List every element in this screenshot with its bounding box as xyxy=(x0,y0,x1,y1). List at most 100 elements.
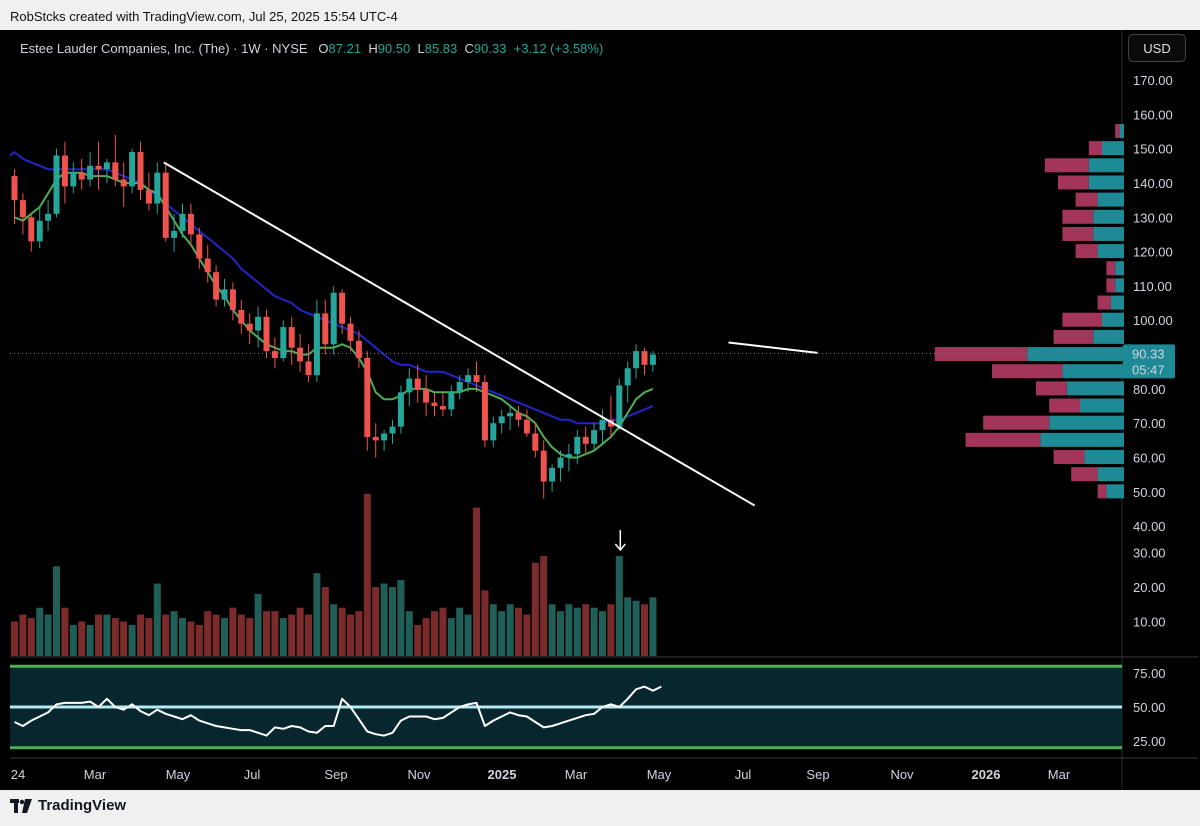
volume-bar xyxy=(204,611,212,656)
price-tick-label: 150.00 xyxy=(1133,142,1173,157)
volume-profile-up-bar xyxy=(1097,192,1124,207)
price-tick-label: 140.00 xyxy=(1133,176,1173,191)
volume-profile-up-bar xyxy=(1093,209,1124,224)
volume-profile-down-bar xyxy=(1071,467,1098,482)
volume-bar xyxy=(279,618,287,656)
candle-body xyxy=(624,368,631,386)
currency-button[interactable]: USD xyxy=(1128,34,1186,62)
volume-bar xyxy=(120,621,128,656)
volume-profile-up-bar xyxy=(1115,261,1124,276)
volume-bar xyxy=(246,618,254,656)
close-label: C xyxy=(464,41,474,56)
candle-body xyxy=(221,289,228,300)
candle-body xyxy=(179,213,186,232)
candle-body xyxy=(187,213,194,235)
candle-body xyxy=(431,402,438,407)
candle-body xyxy=(87,165,94,180)
candle-body xyxy=(297,347,304,362)
price-tick-label: 60.00 xyxy=(1133,451,1166,466)
volume-profile-up-bar xyxy=(1080,398,1124,413)
volume-profile-down-bar xyxy=(1062,312,1102,327)
volume-bar xyxy=(19,614,27,656)
tradingview-logo[interactable]: TradingView xyxy=(10,797,126,814)
candle-body xyxy=(448,392,455,410)
time-tick-label: Mar xyxy=(565,767,588,782)
candle-body xyxy=(414,378,421,389)
volume-bar xyxy=(649,597,657,656)
candle-body xyxy=(120,179,127,187)
candle-body xyxy=(339,292,346,324)
candle-body xyxy=(145,189,152,204)
volume-bar xyxy=(506,604,514,656)
chart-frame[interactable] xyxy=(10,30,1198,790)
volume-bar xyxy=(447,618,455,656)
volume-bar xyxy=(11,621,18,656)
volume-bar xyxy=(405,611,413,656)
volume-profile-down-bar xyxy=(1044,158,1089,173)
volume-profile-down-bar xyxy=(1075,244,1098,259)
volume-bar xyxy=(111,618,119,656)
candle-body xyxy=(162,172,169,238)
volume-bar xyxy=(145,618,153,656)
volume-bar xyxy=(44,614,52,656)
price-tick-label: 80.00 xyxy=(1133,382,1166,397)
volume-bar xyxy=(305,614,312,656)
volume-profile-up-bar xyxy=(1066,381,1124,396)
volume-bar xyxy=(599,611,606,656)
candle-body xyxy=(322,313,329,345)
candle-body xyxy=(271,351,278,358)
volume-bar xyxy=(363,493,371,656)
volume-bar xyxy=(372,587,380,656)
open-value: 87.21 xyxy=(328,41,362,56)
candle-body xyxy=(557,457,564,468)
price-tick-label: 130.00 xyxy=(1133,210,1173,225)
volume-bar xyxy=(632,600,640,656)
high-label: H xyxy=(368,41,378,56)
volume-bar xyxy=(615,555,623,656)
candle-body xyxy=(137,152,144,190)
candle-body xyxy=(649,354,656,365)
candle-body xyxy=(549,467,556,482)
volume-profile-up-bar xyxy=(1106,484,1124,499)
volume-profile-down-bar xyxy=(1053,329,1094,344)
time-tick-label: Sep xyxy=(324,767,347,782)
volume-profile-down-bar xyxy=(1088,141,1102,156)
time-tick-label: Jul xyxy=(244,767,261,782)
volume-profile-down-bar xyxy=(1097,484,1107,499)
candle-body xyxy=(229,289,236,310)
volume-profile-up-bar xyxy=(1040,432,1124,447)
candle-body xyxy=(112,162,119,180)
volume-profile-up-bar xyxy=(1097,467,1124,482)
volume-bar xyxy=(355,611,363,656)
volume-bar xyxy=(153,583,161,656)
price-tick-label: 40.00 xyxy=(1133,519,1166,534)
volume-profile-down-bar xyxy=(1106,261,1116,276)
volume-bar xyxy=(162,614,170,656)
time-tick-label: May xyxy=(166,767,191,782)
volume-bar xyxy=(36,607,44,656)
candle-body xyxy=(61,155,68,187)
change-value: +3.12 (+3.58%) xyxy=(513,41,604,56)
footer-bar xyxy=(0,790,1200,826)
volume-bar xyxy=(590,607,598,656)
volume-bar xyxy=(128,624,136,656)
volume-profile-up-bar xyxy=(1110,295,1124,310)
open-label: O xyxy=(318,41,329,56)
candle-body xyxy=(305,361,312,376)
candle-body xyxy=(347,323,354,341)
candle-body xyxy=(532,433,539,451)
time-tick-label: Sep xyxy=(806,767,829,782)
volume-bar xyxy=(498,611,506,656)
candle-body xyxy=(103,162,110,170)
volume-bar xyxy=(78,621,86,656)
volume-profile-up-bar xyxy=(1088,175,1124,190)
candle-body xyxy=(616,385,623,427)
low-label: L xyxy=(417,41,425,56)
time-tick-label: Mar xyxy=(84,767,107,782)
volume-profile-up-bar xyxy=(1084,450,1124,465)
volume-profile-up-bar xyxy=(1102,141,1124,156)
price-badge-countdown: 05:47 xyxy=(1132,362,1165,377)
time-tick-label: May xyxy=(647,767,672,782)
candle-body xyxy=(574,436,581,455)
